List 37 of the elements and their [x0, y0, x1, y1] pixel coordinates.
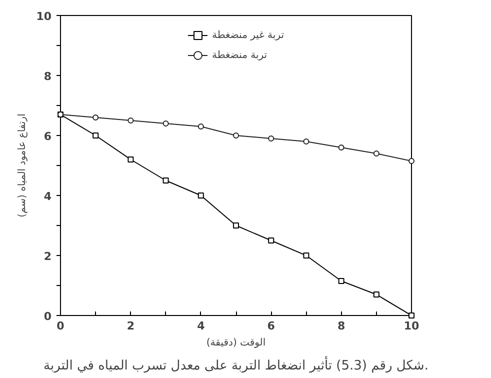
text: شكل رقم (5.3) تأثير انضغاط التربة على معدل تسرب المياه في التربة. [44, 356, 428, 374]
point [198, 192, 204, 198]
point [303, 252, 310, 258]
x-tick-label: 4 [197, 320, 206, 332]
point [338, 278, 344, 284]
point [408, 158, 414, 164]
point [162, 178, 169, 184]
point [162, 120, 169, 126]
y-tick-label: 0 [44, 310, 52, 323]
point [92, 132, 99, 138]
x-tick-label: 10 [404, 320, 420, 332]
point [92, 114, 99, 120]
point [268, 238, 274, 244]
y-tick-label: 2 [44, 250, 52, 263]
point [233, 132, 239, 138]
y-tick-label: 6 [44, 130, 52, 143]
point [373, 292, 380, 298]
point [268, 136, 274, 142]
point [408, 312, 414, 318]
point [233, 222, 239, 228]
x-tick-label: 2 [126, 320, 135, 332]
point [303, 138, 310, 144]
point [338, 144, 344, 150]
y-axis-title: ارتفاع عامود المياه (سم) [17, 114, 28, 218]
legend-label: تربة غير منضغطة [212, 30, 284, 40]
legend-label: تربة منضغطة [212, 50, 268, 60]
point [198, 124, 204, 130]
x-axis-title: الوقت (دقيقة) [206, 338, 266, 348]
point [373, 150, 380, 156]
y-tick-label: 4 [44, 190, 52, 203]
point [128, 118, 134, 124]
x-tick-label: 8 [337, 320, 346, 332]
point [128, 156, 134, 162]
y-tick-label: 10 [36, 10, 52, 23]
x-tick-label: 6 [267, 320, 276, 332]
x-tick-label: 0 [56, 320, 65, 332]
y-tick-label: 8 [44, 70, 52, 83]
